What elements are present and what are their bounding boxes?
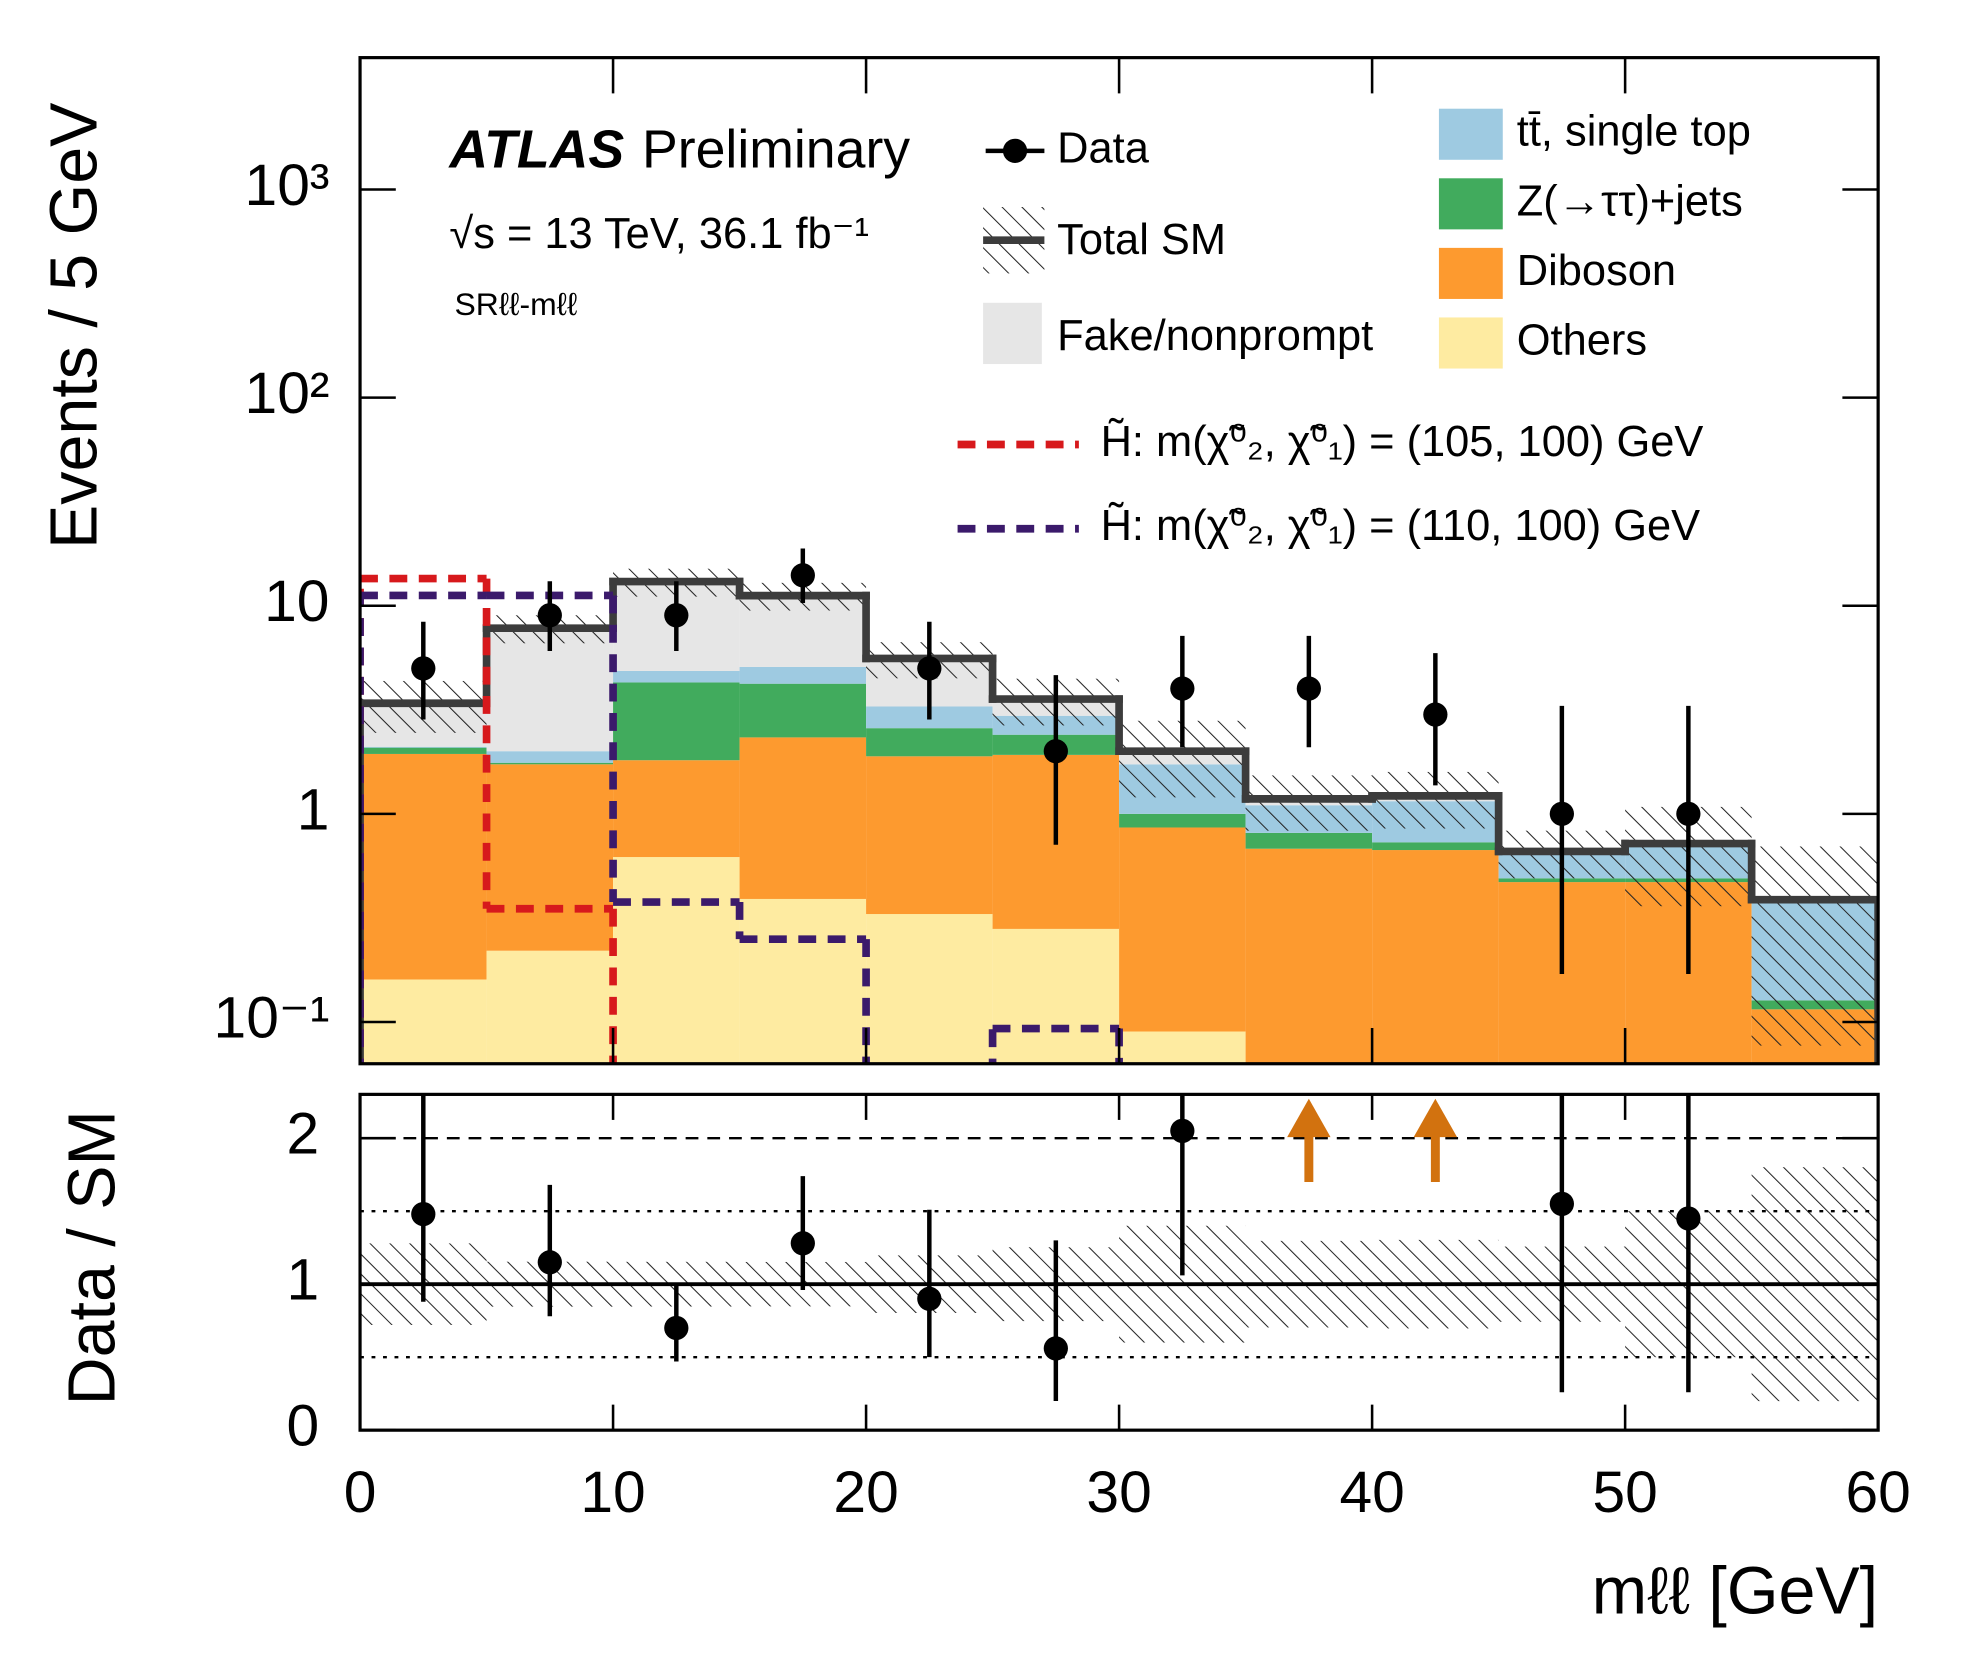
ratio-point bbox=[411, 1201, 436, 1227]
legend-label: Z(→ττ)+jets bbox=[1517, 177, 1743, 225]
region-label: SRℓℓ-mℓℓ bbox=[455, 286, 578, 322]
energy-label: √s = 13 TeV, 36.1 fb⁻¹ bbox=[449, 210, 869, 258]
stack-segment bbox=[613, 760, 740, 858]
x-tick-label: 10 bbox=[580, 1460, 645, 1525]
x-tick-label: 20 bbox=[833, 1460, 898, 1525]
top-plot-area bbox=[360, 548, 1879, 1064]
experiment: ATLAS bbox=[447, 120, 624, 180]
legend: Data Total SM Fake/nonprompt tt̄, single to… bbox=[957, 108, 1751, 550]
y-axis-label: Events / 5 GeV bbox=[38, 103, 112, 549]
ratio-point bbox=[790, 1231, 815, 1256]
legend-swatch bbox=[1438, 247, 1503, 299]
legend-label: H̃: m(χ̃⁰₂, χ̃⁰₁) = (110, 100) GeV bbox=[1101, 502, 1701, 550]
data-point bbox=[917, 656, 942, 681]
y-tick-label: 2 bbox=[287, 1102, 320, 1167]
legend-label: tt̄, single top bbox=[1517, 108, 1751, 156]
legend-label: Total SM bbox=[1057, 216, 1226, 264]
data-point bbox=[411, 656, 436, 681]
stack-segment bbox=[1245, 848, 1373, 1064]
data-point bbox=[1170, 676, 1195, 701]
ratio-point bbox=[664, 1315, 689, 1341]
x-tick-label: 40 bbox=[1339, 1460, 1404, 1525]
x-tick-label: 30 bbox=[1086, 1460, 1151, 1525]
stack-segment bbox=[866, 728, 993, 757]
stack-segment bbox=[613, 682, 740, 761]
stack-segment bbox=[486, 950, 614, 1064]
x-tick-label: 50 bbox=[1592, 1460, 1657, 1525]
stack-segment bbox=[866, 756, 993, 915]
y-tick-label: 10 bbox=[264, 569, 329, 634]
stack-segment bbox=[486, 764, 614, 951]
y-tick-label: 1 bbox=[287, 1248, 320, 1313]
data-point bbox=[1423, 702, 1448, 727]
x-tick-label: 60 bbox=[1845, 1460, 1910, 1525]
y-tick-label: 0 bbox=[287, 1394, 320, 1459]
stack-segment bbox=[1119, 827, 1246, 1032]
axes: 10⁻¹ 1 10 10² 10³ 0 10 20 30 40 50 60 0 1 2 bbox=[214, 56, 1911, 1525]
stack-segment bbox=[486, 751, 614, 763]
y-tick-label: 10² bbox=[245, 361, 330, 426]
legend-swatch bbox=[1438, 108, 1503, 160]
legend-swatch bbox=[1438, 317, 1503, 369]
data-point bbox=[1296, 676, 1321, 701]
legend-label: Others bbox=[1517, 316, 1647, 364]
legend-swatch bbox=[983, 302, 1042, 365]
stack-segment bbox=[613, 857, 740, 1064]
legend-label: Fake/nonprompt bbox=[1057, 312, 1373, 360]
ratio-y-axis-label: Data / SM bbox=[56, 1110, 130, 1405]
ratio-point bbox=[917, 1286, 942, 1311]
stack-segment bbox=[739, 898, 867, 1064]
uncertainty-band bbox=[1751, 846, 1879, 1046]
data-point bbox=[1549, 801, 1574, 826]
ratio-plot-area bbox=[360, 1094, 1879, 1402]
legend-label: Diboson bbox=[1517, 247, 1676, 295]
stack-segment bbox=[866, 914, 993, 1064]
data-point bbox=[1043, 739, 1068, 764]
data-point bbox=[790, 563, 815, 588]
stack-segment bbox=[360, 746, 487, 748]
ratio-arrow-head bbox=[1287, 1098, 1331, 1138]
ratio-point bbox=[1170, 1118, 1195, 1144]
stack-segment bbox=[739, 683, 867, 738]
stack-segment bbox=[739, 666, 867, 684]
stack-segment bbox=[1372, 850, 1499, 1064]
y-tick-label: 1 bbox=[297, 777, 330, 842]
legend-data-marker bbox=[1002, 138, 1028, 163]
ratio-point bbox=[1676, 1206, 1701, 1231]
y-tick-label: 10⁻¹ bbox=[214, 985, 330, 1050]
status: Preliminary bbox=[642, 120, 910, 180]
legend-label: Data bbox=[1057, 124, 1150, 172]
stack-segment bbox=[360, 753, 487, 980]
stack-segment bbox=[360, 747, 487, 754]
legend-swatch bbox=[1438, 178, 1503, 230]
data-point bbox=[1676, 801, 1701, 826]
ratio-point bbox=[1549, 1191, 1574, 1217]
stack-segment bbox=[739, 737, 867, 899]
x-tick-label: 0 bbox=[344, 1460, 377, 1525]
texts: Events / 5 GeV Data / SM mℓℓ [GeV] ATLAS… bbox=[38, 103, 1878, 1629]
ratio-point bbox=[1043, 1336, 1068, 1361]
ratio-point bbox=[537, 1250, 562, 1275]
stack-segment bbox=[486, 762, 614, 765]
uncertainty-band bbox=[1245, 775, 1373, 831]
atlas-label: ATLAS Preliminary bbox=[447, 120, 910, 180]
stack-segment bbox=[1119, 1031, 1246, 1064]
stack-segment bbox=[992, 928, 1120, 1064]
x-axis-label: mℓℓ [GeV] bbox=[1592, 1555, 1878, 1629]
data-point bbox=[537, 603, 562, 628]
stack-segment bbox=[613, 670, 740, 683]
legend-label: H̃: m(χ̃⁰₂, χ̃⁰₁) = (105, 100) GeV bbox=[1101, 418, 1704, 466]
y-tick-label: 10³ bbox=[245, 153, 330, 218]
ratio-arrow-head bbox=[1413, 1098, 1458, 1138]
stack-segment bbox=[1119, 813, 1246, 828]
stack-segment bbox=[1245, 832, 1373, 849]
data-point bbox=[664, 603, 689, 628]
stack-segment bbox=[1372, 842, 1499, 851]
